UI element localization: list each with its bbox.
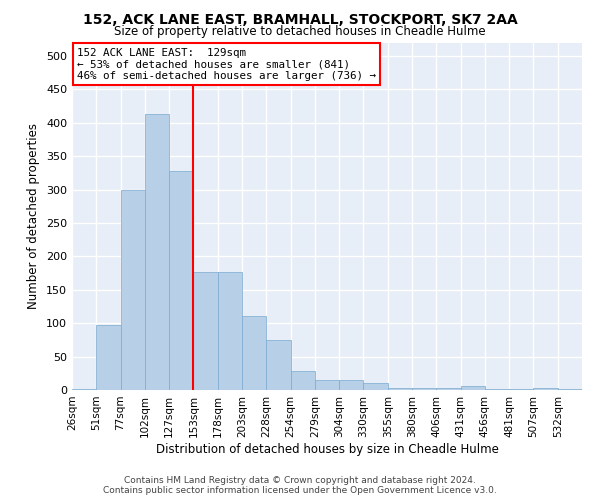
Bar bbox=[193, 272, 218, 390]
Text: Size of property relative to detached houses in Cheadle Hulme: Size of property relative to detached ho… bbox=[114, 25, 486, 38]
Bar bbox=[461, 386, 485, 390]
Bar bbox=[266, 340, 290, 390]
Bar bbox=[315, 380, 339, 390]
Bar bbox=[388, 388, 412, 390]
Bar bbox=[290, 370, 315, 390]
X-axis label: Distribution of detached houses by size in Cheadle Hulme: Distribution of detached houses by size … bbox=[155, 442, 499, 456]
Bar bbox=[121, 190, 145, 390]
Text: Contains HM Land Registry data © Crown copyright and database right 2024.
Contai: Contains HM Land Registry data © Crown c… bbox=[103, 476, 497, 495]
Text: 152 ACK LANE EAST:  129sqm
← 53% of detached houses are smaller (841)
46% of sem: 152 ACK LANE EAST: 129sqm ← 53% of detac… bbox=[77, 48, 376, 81]
Bar bbox=[364, 384, 388, 390]
Bar bbox=[72, 388, 96, 390]
Bar bbox=[412, 388, 436, 390]
Bar bbox=[218, 272, 242, 390]
Text: 152, ACK LANE EAST, BRAMHALL, STOCKPORT, SK7 2AA: 152, ACK LANE EAST, BRAMHALL, STOCKPORT,… bbox=[83, 12, 517, 26]
Bar bbox=[96, 324, 121, 390]
Bar bbox=[145, 114, 169, 390]
Bar bbox=[242, 316, 266, 390]
Bar bbox=[339, 380, 364, 390]
Bar bbox=[436, 388, 461, 390]
Bar bbox=[169, 171, 193, 390]
Y-axis label: Number of detached properties: Number of detached properties bbox=[28, 123, 40, 309]
Bar bbox=[533, 388, 558, 390]
